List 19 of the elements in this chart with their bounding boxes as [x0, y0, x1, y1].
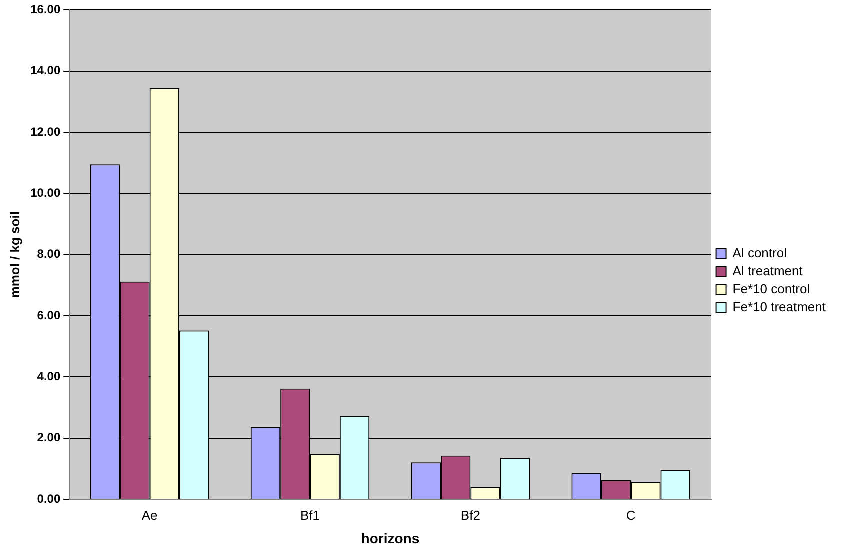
y-tick-label: 16.00	[30, 2, 61, 17]
y-tick-label: 10.00	[30, 186, 61, 200]
x-tick-label: C	[626, 508, 636, 523]
legend-label: Al treatment	[732, 264, 804, 279]
y-tick-label: 14.00	[30, 64, 61, 78]
x-tick-label: Ae	[142, 508, 158, 523]
y-tick-label: 6.00	[37, 308, 61, 322]
x-tick-label: Bf2	[460, 508, 480, 523]
legend-label: Fe*10 treatment	[732, 300, 826, 315]
legend-label: Al control	[732, 246, 788, 261]
legend-label: Fe*10 control	[732, 282, 810, 297]
y-tick-label: 12.00	[30, 124, 61, 139]
y-tick-label: 0.00	[37, 492, 61, 506]
x-tick-label: Bf1	[300, 508, 320, 523]
y-axis-title: mmol / kg soil	[7, 212, 22, 298]
y-tick-label: 2.00	[37, 430, 61, 445]
y-tick-label: 8.00	[37, 247, 61, 262]
y-tick-label: 4.00	[37, 370, 61, 384]
x-axis-title: horizons	[361, 530, 420, 546]
